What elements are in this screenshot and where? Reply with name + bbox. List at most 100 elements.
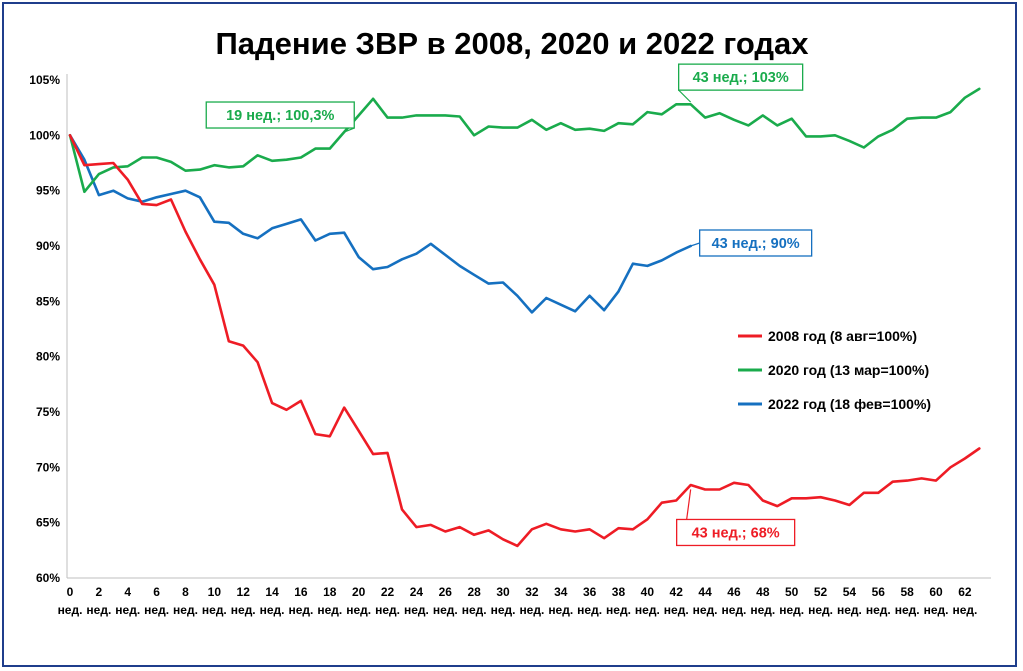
x-tick-unit: нед. bbox=[519, 603, 544, 617]
x-tick-unit: нед. bbox=[289, 603, 314, 617]
x-tick-unit: нед. bbox=[462, 603, 487, 617]
y-tick-label: 75% bbox=[36, 405, 60, 419]
x-tick-unit: нед. bbox=[635, 603, 660, 617]
legend-item: 2020 год (13 мар=100%) bbox=[738, 362, 929, 378]
x-tick-label: 20 bbox=[352, 585, 366, 599]
x-tick-label: 46 bbox=[727, 585, 741, 599]
x-tick-unit: нед. bbox=[895, 603, 920, 617]
y-tick-label: 65% bbox=[36, 516, 60, 530]
x-tick-label: 38 bbox=[612, 585, 626, 599]
legend-item: 2008 год (8 авг=100%) bbox=[738, 328, 917, 344]
legend-label: 2020 год (13 мар=100%) bbox=[768, 362, 929, 378]
x-tick-unit: нед. bbox=[548, 603, 573, 617]
x-tick-label: 12 bbox=[237, 585, 251, 599]
annotation-box bbox=[678, 63, 804, 91]
x-tick-label: 18 bbox=[323, 585, 337, 599]
x-tick-unit: нед. bbox=[779, 603, 804, 617]
x-tick-unit: нед. bbox=[173, 603, 198, 617]
y-tick-label: 100% bbox=[29, 128, 60, 142]
y-tick-label: 60% bbox=[36, 571, 60, 585]
x-tick-unit: нед. bbox=[346, 603, 371, 617]
x-tick-label: 6 bbox=[153, 585, 160, 599]
x-tick-label: 22 bbox=[381, 585, 395, 599]
annotation-box bbox=[699, 229, 813, 257]
x-tick-label: 50 bbox=[785, 585, 799, 599]
annotation-callout: 43 нед.; 68% bbox=[676, 489, 796, 547]
x-tick-label: 58 bbox=[900, 585, 914, 599]
annotation-leader bbox=[686, 489, 692, 520]
chart-title: Падение ЗВР в 2008, 2020 и 2022 годах bbox=[215, 26, 809, 61]
x-tick-unit: нед. bbox=[86, 603, 111, 617]
line-chart: Падение ЗВР в 2008, 2020 и 2022 годах 60… bbox=[29, 26, 991, 617]
x-tick-label: 0 bbox=[67, 585, 74, 599]
y-tick-label: 90% bbox=[36, 239, 60, 253]
x-tick-unit: нед. bbox=[433, 603, 458, 617]
x-tick-unit: нед. bbox=[375, 603, 400, 617]
x-tick-unit: нед. bbox=[866, 603, 891, 617]
y-tick-label: 70% bbox=[36, 460, 60, 474]
x-tick-label: 14 bbox=[265, 585, 279, 599]
annotation-callout: 19 нед.; 100,3% bbox=[205, 101, 355, 133]
x-tick-label: 28 bbox=[467, 585, 481, 599]
annotation-leader bbox=[678, 89, 692, 103]
y-tick-label: 80% bbox=[36, 350, 60, 364]
x-tick-unit: нед. bbox=[144, 603, 169, 617]
x-tick-label: 2 bbox=[96, 585, 103, 599]
x-tick-label: 48 bbox=[756, 585, 770, 599]
annotation-box bbox=[676, 518, 796, 547]
x-tick-unit: нед. bbox=[924, 603, 949, 617]
x-tick-unit: нед. bbox=[952, 603, 977, 617]
annotation-label: 43 нед.; 103% bbox=[693, 70, 789, 86]
y-tick-label: 85% bbox=[36, 294, 60, 308]
x-tick-label: 60 bbox=[929, 585, 943, 599]
x-tick-unit: нед. bbox=[260, 603, 285, 617]
legend-label: 2022 год (18 фев=100%) bbox=[768, 396, 931, 412]
legend-label: 2008 год (8 авг=100%) bbox=[768, 328, 917, 344]
x-tick-label: 10 bbox=[208, 585, 222, 599]
x-tick-label: 54 bbox=[843, 585, 857, 599]
annotation-label: 43 нед.; 90% bbox=[712, 236, 800, 252]
series-line-2008 bbox=[68, 134, 981, 548]
series-line-2022 bbox=[68, 134, 693, 314]
x-tick-unit: нед. bbox=[115, 603, 140, 617]
x-tick-unit: нед. bbox=[317, 603, 342, 617]
annotation-box bbox=[205, 101, 355, 129]
x-tick-label: 24 bbox=[410, 585, 424, 599]
x-tick-label: 44 bbox=[698, 585, 712, 599]
annotation-label: 43 нед.; 68% bbox=[692, 525, 780, 541]
x-tick-label: 36 bbox=[583, 585, 597, 599]
x-tick-label: 42 bbox=[670, 585, 684, 599]
x-tick-label: 32 bbox=[525, 585, 539, 599]
x-tick-label: 56 bbox=[872, 585, 886, 599]
x-tick-unit: нед. bbox=[750, 603, 775, 617]
annotation-leader bbox=[344, 127, 355, 133]
legend-item: 2022 год (18 фев=100%) bbox=[738, 396, 931, 412]
y-tick-label: 95% bbox=[36, 184, 60, 198]
y-tick-label: 105% bbox=[29, 73, 60, 87]
x-tick-unit: нед. bbox=[808, 603, 833, 617]
series-line-2020 bbox=[68, 87, 981, 194]
x-tick-unit: нед. bbox=[693, 603, 718, 617]
x-tick-label: 26 bbox=[439, 585, 453, 599]
x-tick-label: 4 bbox=[124, 585, 131, 599]
x-tick-unit: нед. bbox=[606, 603, 631, 617]
x-tick-label: 30 bbox=[496, 585, 510, 599]
x-tick-unit: нед. bbox=[664, 603, 689, 617]
annotation-label: 19 нед.; 100,3% bbox=[226, 108, 334, 124]
x-tick-unit: нед. bbox=[837, 603, 862, 617]
x-tick-unit: нед. bbox=[58, 603, 83, 617]
x-tick-unit: нед. bbox=[231, 603, 256, 617]
x-tick-label: 40 bbox=[641, 585, 655, 599]
x-tick-unit: нед. bbox=[722, 603, 747, 617]
x-tick-label: 16 bbox=[294, 585, 308, 599]
x-tick-label: 52 bbox=[814, 585, 828, 599]
annotation-leader bbox=[690, 242, 700, 247]
x-tick-unit: нед. bbox=[404, 603, 429, 617]
annotation-callout: 43 нед.; 103% bbox=[678, 63, 804, 103]
x-tick-unit: нед. bbox=[491, 603, 516, 617]
annotation-callout: 43 нед.; 90% bbox=[690, 229, 813, 257]
x-tick-label: 62 bbox=[958, 585, 972, 599]
x-tick-unit: нед. bbox=[577, 603, 602, 617]
x-tick-label: 8 bbox=[182, 585, 189, 599]
